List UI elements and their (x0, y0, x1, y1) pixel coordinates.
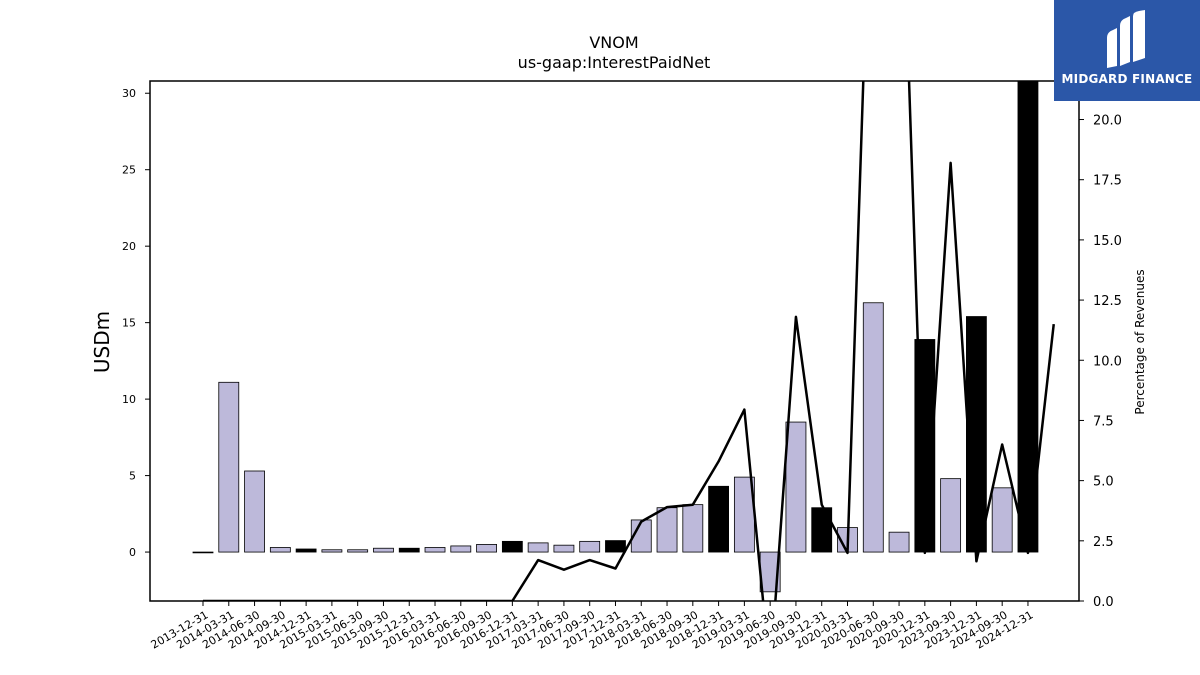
series-line (203, 81, 1055, 601)
bar (656, 507, 678, 553)
bar (398, 547, 420, 553)
bar (605, 540, 626, 553)
bar (244, 470, 265, 553)
y-tick-label: 20 (122, 240, 136, 253)
y2-tick-label: 2.5 (1093, 535, 1114, 550)
y-tick-label: 30 (122, 87, 136, 100)
y-tick-label: 5 (129, 470, 136, 483)
plot-area: 0 5 10 15 20 25 30 0.0 2.5 5.0 7.5 10.0 12.5 15.0 17.5… (122, 80, 1122, 652)
bar (501, 540, 523, 553)
y2-axis-label: Percentage of Revenues (1133, 269, 1147, 414)
bar (192, 551, 214, 554)
y-tick-label: 10 (122, 393, 136, 406)
bar (630, 519, 652, 553)
y2-tick-label: 5.0 (1093, 475, 1114, 490)
brand-logo: MIDGARD FINANCE (1054, 0, 1200, 101)
bar (811, 507, 833, 553)
midgard-logo-icon (1107, 10, 1145, 68)
y2-tick-label: 15.0 (1093, 234, 1122, 249)
chart-title: VNOM (589, 33, 638, 52)
y-tick-label: 15 (122, 317, 136, 330)
y-tick-label: 0 (129, 546, 136, 559)
plot-frame (149, 80, 1080, 602)
bar (476, 544, 497, 553)
y2-tick-label: 17.5 (1093, 174, 1122, 189)
y-axis-label: USDm (90, 311, 114, 373)
bar (708, 485, 729, 553)
bar (991, 487, 1013, 553)
bar (373, 547, 394, 553)
brand-name: MIDGARD FINANCE (1061, 72, 1193, 86)
bar (347, 549, 369, 553)
y2-tick-label: 7.5 (1093, 414, 1114, 429)
bar (295, 548, 317, 553)
bar (785, 421, 807, 553)
bar (940, 478, 962, 553)
bar (527, 542, 549, 553)
bar (218, 381, 240, 553)
bar (888, 531, 910, 553)
y2-tick-label: 20.0 (1093, 114, 1122, 129)
bar (450, 545, 472, 553)
bar (553, 544, 575, 553)
bar (269, 547, 291, 553)
y2-tick-label: 12.5 (1093, 294, 1122, 309)
bar (682, 504, 704, 553)
bar (862, 302, 884, 553)
bar (321, 549, 343, 553)
y2-tick-label: 0.0 (1093, 595, 1114, 610)
y-tick-label: 25 (122, 164, 136, 177)
y2-tick-label: 10.0 (1093, 354, 1122, 369)
bar (579, 540, 601, 553)
bar (424, 547, 446, 553)
chart-subtitle: us-gaap:InterestPaidNet (518, 53, 711, 72)
